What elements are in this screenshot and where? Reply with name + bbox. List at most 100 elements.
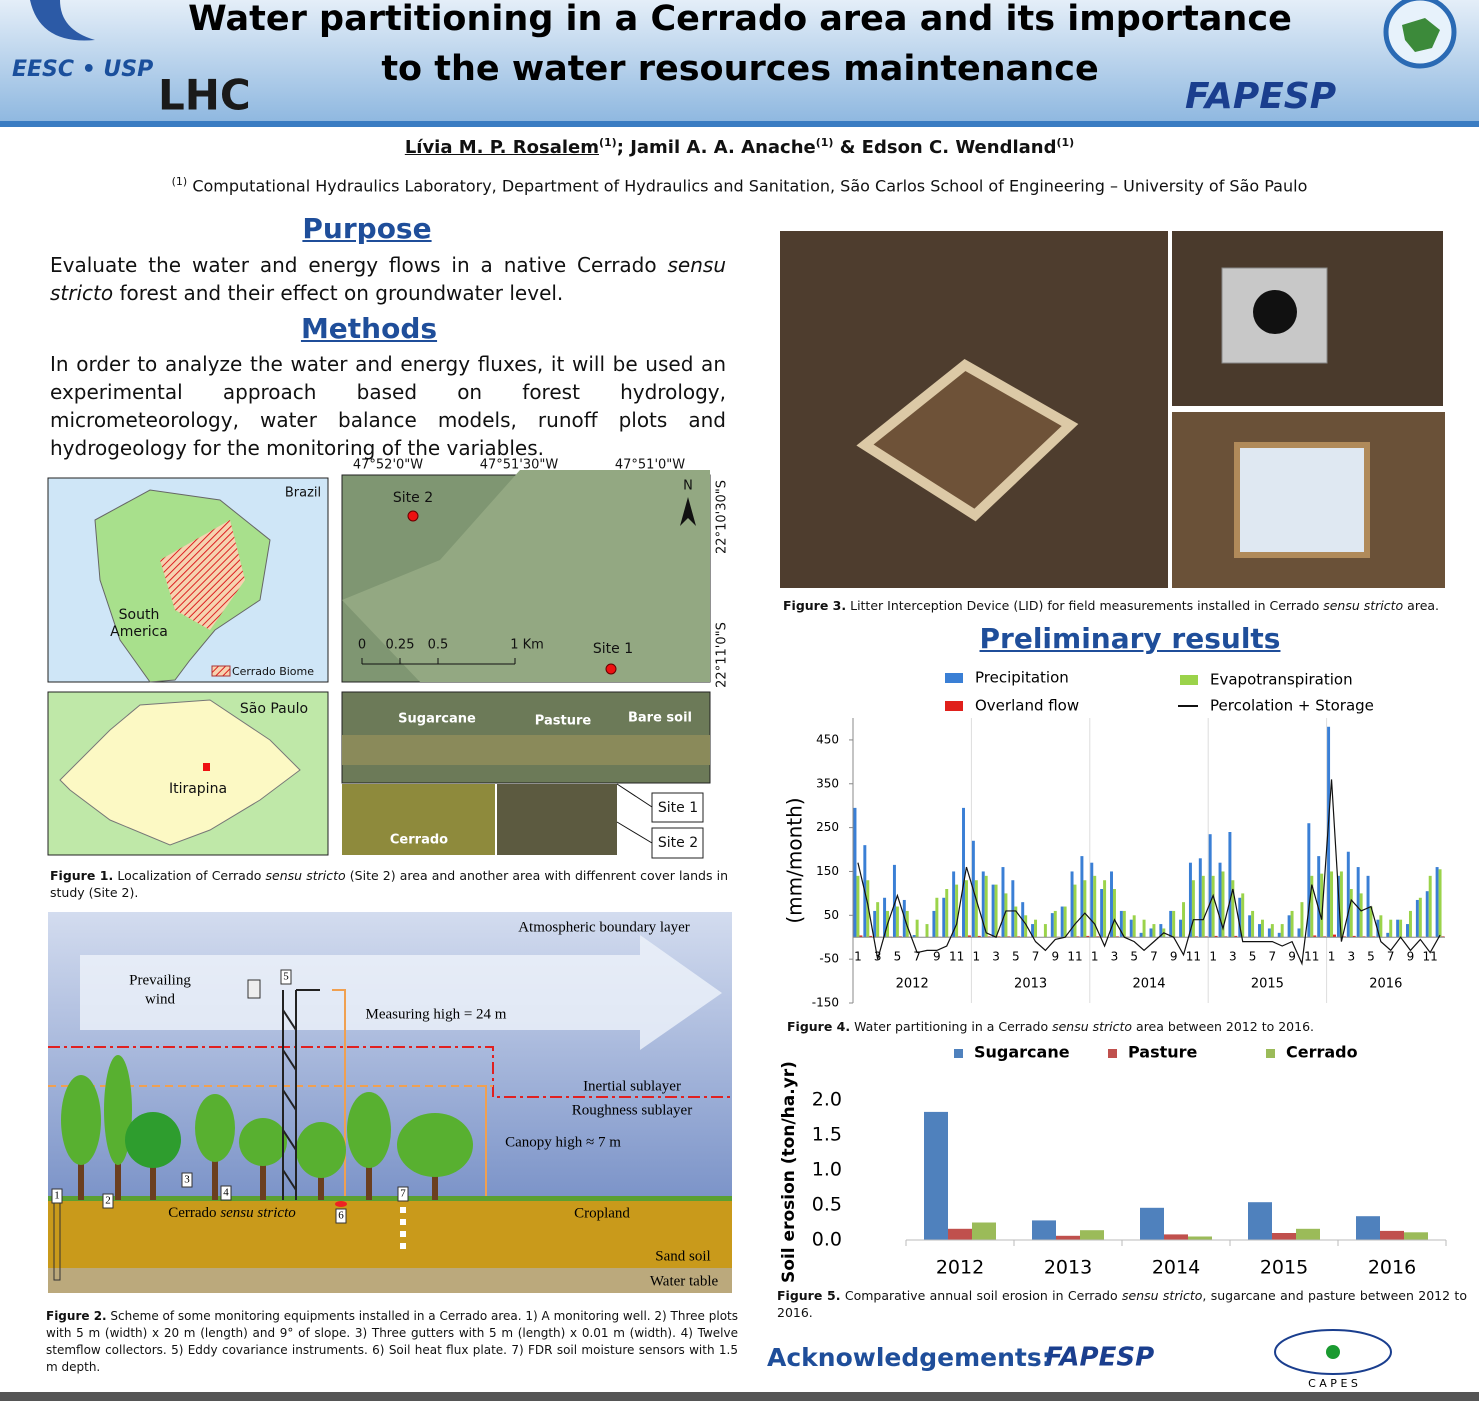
x-tick-label: 3 bbox=[1229, 950, 1237, 964]
bar bbox=[1011, 880, 1015, 938]
bar bbox=[1356, 1216, 1380, 1240]
legend-label: Percolation + Storage bbox=[1210, 697, 1374, 715]
callout-box bbox=[651, 827, 704, 859]
bar bbox=[1296, 1228, 1320, 1240]
map-label: São Paulo bbox=[240, 701, 308, 717]
bar bbox=[1359, 893, 1363, 938]
bar bbox=[1191, 880, 1195, 938]
bar bbox=[1129, 919, 1133, 938]
bar bbox=[892, 864, 896, 938]
scheme-label: Water table bbox=[650, 1273, 719, 1289]
bar bbox=[1352, 935, 1356, 938]
x-tick-label: 11 bbox=[1186, 950, 1201, 964]
caption-label: Figure 3. bbox=[783, 598, 847, 613]
x-tick-label: 7 bbox=[913, 950, 921, 964]
collector-hole bbox=[1253, 290, 1297, 334]
text-run: (Site 2) area and another area with diff… bbox=[50, 868, 728, 900]
legend-label: Cerrado bbox=[1286, 1043, 1358, 1062]
y-tick-label: 50 bbox=[824, 908, 839, 922]
bar bbox=[1034, 919, 1038, 938]
author-name: Edson C. Wendland bbox=[861, 137, 1057, 158]
x-tick-label: 3 bbox=[874, 950, 882, 964]
scheme-label: Inertial sublayer bbox=[583, 1078, 681, 1094]
x-tick-label: 1 bbox=[1209, 950, 1217, 964]
author-name: Jamil A. A. Anache bbox=[630, 137, 816, 158]
map-label: Cerrado Biome bbox=[232, 665, 314, 678]
bar bbox=[977, 935, 981, 938]
x-tick-label: 2012 bbox=[936, 1257, 984, 1279]
callout-line bbox=[616, 783, 653, 844]
bar bbox=[1112, 889, 1116, 938]
brazil-shape bbox=[1402, 18, 1440, 52]
bar bbox=[1317, 856, 1321, 938]
year-label: 2013 bbox=[1014, 977, 1047, 992]
bar bbox=[1050, 913, 1054, 938]
acknowledgements-heading: Acknowledgements: bbox=[767, 1343, 1052, 1372]
bar bbox=[1188, 862, 1192, 938]
legend-label: Pasture bbox=[1128, 1043, 1198, 1062]
bar bbox=[1408, 910, 1412, 938]
x-tick-label: 7 bbox=[1150, 950, 1158, 964]
bar bbox=[1056, 1235, 1080, 1240]
bar bbox=[1238, 897, 1242, 938]
bar bbox=[883, 897, 887, 938]
x-tick-label: 5 bbox=[1012, 950, 1020, 964]
bar bbox=[1418, 897, 1422, 938]
bar bbox=[1425, 891, 1429, 938]
bar bbox=[1435, 867, 1439, 938]
figure-caption: Figure 4. Water partitioning in a Cerrad… bbox=[787, 1018, 1447, 1035]
bar bbox=[1415, 899, 1419, 938]
year-label: 2015 bbox=[1251, 977, 1284, 992]
x-tick-label: 9 bbox=[1288, 950, 1296, 964]
text-run: Cerrado bbox=[168, 1205, 220, 1221]
map-label: Site 1 bbox=[593, 641, 633, 657]
x-tick-label: 7 bbox=[1269, 950, 1277, 964]
bar bbox=[1032, 1220, 1056, 1240]
text-run: sensu stricto bbox=[50, 253, 726, 305]
map-cerrado bbox=[160, 520, 245, 630]
legend-label: Precipitation bbox=[975, 669, 1069, 687]
bar bbox=[1214, 935, 1218, 938]
photo-cerrado-ground bbox=[497, 784, 617, 855]
bar bbox=[925, 924, 929, 938]
map-label: 22°10'30"S bbox=[715, 480, 730, 554]
bar bbox=[1320, 873, 1324, 938]
bar bbox=[1333, 934, 1336, 938]
bar bbox=[1267, 928, 1271, 938]
map-label: 0 bbox=[358, 638, 366, 653]
map-label: Site 2 bbox=[393, 490, 433, 506]
bar bbox=[1139, 932, 1143, 938]
x-tick-label: 5 bbox=[1130, 950, 1138, 964]
map-label: Site 2 bbox=[658, 835, 698, 851]
bar bbox=[915, 919, 919, 938]
marker-number: 7 bbox=[400, 1188, 406, 1200]
bar bbox=[1339, 871, 1343, 938]
x-tick-label: 9 bbox=[933, 950, 941, 964]
text-run: Scheme of some monitoring equipments ins… bbox=[46, 1309, 739, 1374]
affiliation-mark: (1) bbox=[171, 175, 188, 188]
bar bbox=[1287, 915, 1291, 938]
scheme-label: Cropland bbox=[574, 1205, 630, 1221]
scheme-label: Atmospheric boundary layer bbox=[518, 919, 690, 935]
bar bbox=[1251, 910, 1255, 938]
x-tick-label: 3 bbox=[1347, 950, 1355, 964]
year-label: 2012 bbox=[896, 977, 929, 992]
map-label: Cerrado bbox=[390, 833, 448, 848]
y-tick-label: 350 bbox=[816, 776, 839, 790]
map-label: Sugarcane bbox=[398, 712, 476, 727]
x-tick-label: 1 bbox=[1091, 950, 1099, 964]
marker-box bbox=[220, 1185, 232, 1201]
map-label: South bbox=[119, 607, 160, 623]
text-run: Water partitioning in a Cerrado bbox=[850, 1019, 1053, 1034]
bar bbox=[1234, 935, 1238, 938]
bar bbox=[991, 884, 995, 938]
bar bbox=[942, 897, 946, 938]
title-line: to the water resources maintenance bbox=[381, 49, 1098, 89]
marker-number: 4 bbox=[223, 1187, 229, 1199]
bar bbox=[1406, 924, 1409, 938]
bar bbox=[1188, 1236, 1212, 1240]
north-arrow bbox=[680, 497, 696, 526]
x-tick-label: 11 bbox=[949, 950, 964, 964]
bar bbox=[1277, 932, 1281, 938]
